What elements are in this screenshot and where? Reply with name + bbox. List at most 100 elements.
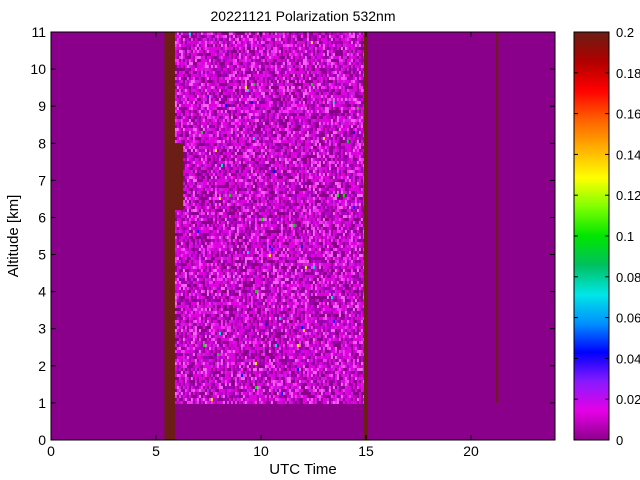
noise-pixel	[262, 353, 265, 356]
noise-pixel	[276, 80, 279, 83]
noise-pixel	[274, 278, 277, 281]
noise-pixel	[174, 32, 177, 35]
noise-pixel	[254, 242, 257, 245]
noise-pixel	[276, 374, 279, 377]
noise-pixel	[186, 77, 189, 80]
noise-pixel	[260, 239, 263, 242]
noise-pixel	[182, 293, 185, 296]
noise-pixel	[192, 86, 195, 89]
noise-pixel	[264, 308, 267, 311]
noise-pixel	[222, 251, 225, 254]
noise-pixel	[254, 278, 257, 281]
noise-pixel	[236, 209, 239, 212]
noise-pixel	[204, 302, 207, 305]
noise-pixel	[248, 113, 251, 116]
noise-pixel	[226, 323, 229, 326]
noise-pixel	[250, 134, 253, 137]
noise-pixel	[228, 173, 231, 176]
noise-pixel	[202, 317, 205, 320]
noise-pixel	[232, 101, 235, 104]
noise-pixel	[284, 209, 287, 212]
noise-pixel	[230, 74, 233, 77]
noise-pixel	[282, 44, 285, 47]
noise-pixel	[242, 302, 245, 305]
noise-pixel	[264, 110, 267, 113]
noise-pixel	[184, 386, 187, 389]
noise-pixel	[174, 269, 177, 272]
noise-pixel	[226, 137, 229, 140]
noise-pixel	[232, 263, 235, 266]
noise-pixel	[236, 194, 239, 197]
noise-pixel	[250, 317, 253, 320]
noise-pixel	[232, 326, 235, 329]
noise-pixel	[184, 236, 187, 239]
noise-pixel	[262, 122, 265, 125]
noise-pixel	[244, 212, 247, 215]
noise-pixel	[196, 287, 199, 290]
noise-pixel	[270, 374, 273, 377]
noise-pixel	[278, 389, 281, 392]
noise-pixel	[184, 395, 187, 398]
noise-pixel	[210, 92, 213, 95]
noise-pixel	[262, 113, 265, 116]
noise-pixel	[270, 389, 273, 392]
noise-pixel	[176, 245, 179, 248]
noise-pixel	[228, 311, 231, 314]
noise-pixel	[194, 266, 197, 269]
noise-pixel	[268, 263, 271, 266]
noise-pixel	[208, 305, 211, 308]
noise-pixel	[176, 335, 179, 338]
noise-pixel	[196, 203, 199, 206]
noise-pixel	[222, 92, 225, 95]
noise-pixel	[184, 290, 187, 293]
noise-pixel	[182, 41, 185, 44]
noise-pixel	[280, 170, 283, 173]
noise-pixel	[204, 140, 207, 143]
noise-pixel	[208, 101, 211, 104]
noise-pixel	[198, 41, 201, 44]
noise-pixel	[278, 107, 281, 110]
noise-pixel	[200, 209, 203, 212]
noise-pixel	[206, 323, 209, 326]
noise-pixel	[180, 113, 183, 116]
noise-pixel	[222, 395, 225, 398]
noise-pixel	[230, 188, 233, 191]
noise-pixel	[272, 35, 275, 38]
noise-pixel	[238, 284, 241, 287]
noise-pixel	[190, 182, 193, 185]
noise-pixel	[212, 236, 215, 239]
noise-pixel	[226, 86, 229, 89]
noise-pixel	[202, 296, 205, 299]
noise-pixel	[184, 125, 187, 128]
noise-pixel	[266, 362, 269, 365]
noise-pixel	[228, 35, 231, 38]
noise-pixel	[182, 332, 185, 335]
noise-pixel	[194, 317, 197, 320]
noise-pixel	[178, 251, 181, 254]
noise-pixel	[230, 284, 233, 287]
noise-pixel	[224, 248, 227, 251]
noise-pixel	[218, 236, 221, 239]
noise-pixel	[262, 332, 265, 335]
noise-pixel	[224, 71, 227, 74]
noise-pixel	[198, 260, 201, 263]
noise-pixel	[238, 65, 241, 68]
noise-pixel	[264, 89, 267, 92]
noise-pixel	[266, 281, 269, 284]
noise-pixel	[220, 170, 223, 173]
noise-pixel	[220, 155, 223, 158]
noise-pixel	[202, 401, 205, 404]
noise-pixel	[186, 236, 189, 239]
noise-pixel	[236, 227, 239, 230]
noise-pixel	[194, 41, 197, 44]
noise-pixel	[234, 332, 237, 335]
noise-pixel	[182, 50, 185, 53]
noise-pixel	[278, 320, 281, 323]
noise-pixel	[202, 146, 205, 149]
noise-pixel	[202, 53, 205, 56]
noise-pixel	[232, 71, 235, 74]
noise-pixel	[234, 215, 237, 218]
noise-pixel	[196, 257, 199, 260]
noise-pixel	[198, 47, 201, 50]
noise-pixel	[204, 398, 207, 401]
